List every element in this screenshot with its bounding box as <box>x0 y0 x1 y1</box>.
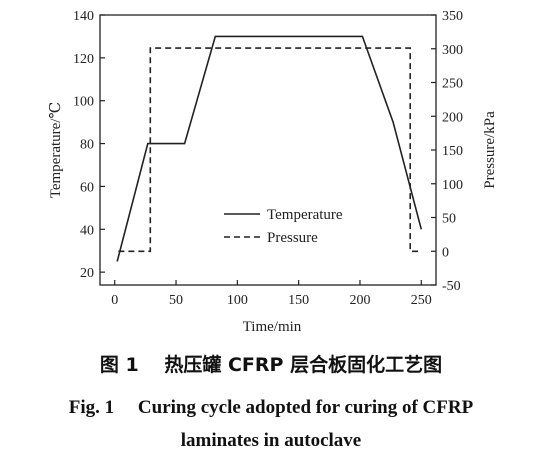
x-tick-label: 150 <box>288 293 309 308</box>
y-left-tick-label: 60 <box>80 180 94 195</box>
y-right-tick-label: 350 <box>442 9 463 24</box>
x-tick-label: 200 <box>349 293 370 308</box>
legend: Temperature Pressure <box>224 207 343 246</box>
y-left-tick-label: 140 <box>73 9 94 24</box>
y-right-tick-label: 50 <box>442 212 456 227</box>
left-axis-ticks: 20 40 60 80 100 120 140 <box>73 9 105 281</box>
curing-cycle-chart: 20 40 60 80 100 120 140 -50 0 50 100 150 200 250 300 3… <box>48 9 498 335</box>
figure-caption-english-line1: Fig. 1 Curing cycle adopted for curing o… <box>68 397 474 418</box>
y-left-tick-label: 20 <box>80 266 94 281</box>
y-right-tick-label: 300 <box>442 43 463 58</box>
x-tick-label: 250 <box>411 293 432 308</box>
y-left-tick-label: 100 <box>73 95 94 110</box>
y-right-tick-label: 0 <box>442 245 449 260</box>
series-line-temperature <box>116 35 423 262</box>
y-right-tick-label: 200 <box>442 110 463 125</box>
figure-caption-chinese: 图 1 热压罐 CFRP 层合板固化工艺图 <box>99 354 443 376</box>
y-left-tick-label: 40 <box>80 223 94 238</box>
x-axis-title: Time/min <box>243 319 302 335</box>
x-tick-label: 100 <box>227 293 248 308</box>
y-right-tick-label: 150 <box>442 144 463 159</box>
x-tick-label: 50 <box>169 293 183 308</box>
figure-caption-english-line2: laminates in autoclave <box>180 430 362 451</box>
right-axis-ticks: -50 0 50 100 150 200 250 300 350 <box>431 9 463 294</box>
legend-label-temperature: Temperature <box>267 207 343 223</box>
y-axis-title-left: Temperature/℃ <box>48 102 64 199</box>
y-axis-title-right: Pressure/kPa <box>482 111 498 189</box>
legend-label-pressure: Pressure <box>267 230 318 246</box>
y-left-tick-label: 80 <box>80 138 94 153</box>
y-left-tick-label: 120 <box>73 52 94 67</box>
series-line-pressure <box>118 47 422 253</box>
y-right-tick-label: -50 <box>442 279 461 294</box>
bottom-axis-ticks: 0 50 100 150 200 250 <box>111 280 432 308</box>
y-right-tick-label: 100 <box>442 178 463 193</box>
x-tick-label: 0 <box>111 293 118 308</box>
y-right-tick-label: 250 <box>442 77 463 92</box>
series-layer <box>116 35 423 262</box>
